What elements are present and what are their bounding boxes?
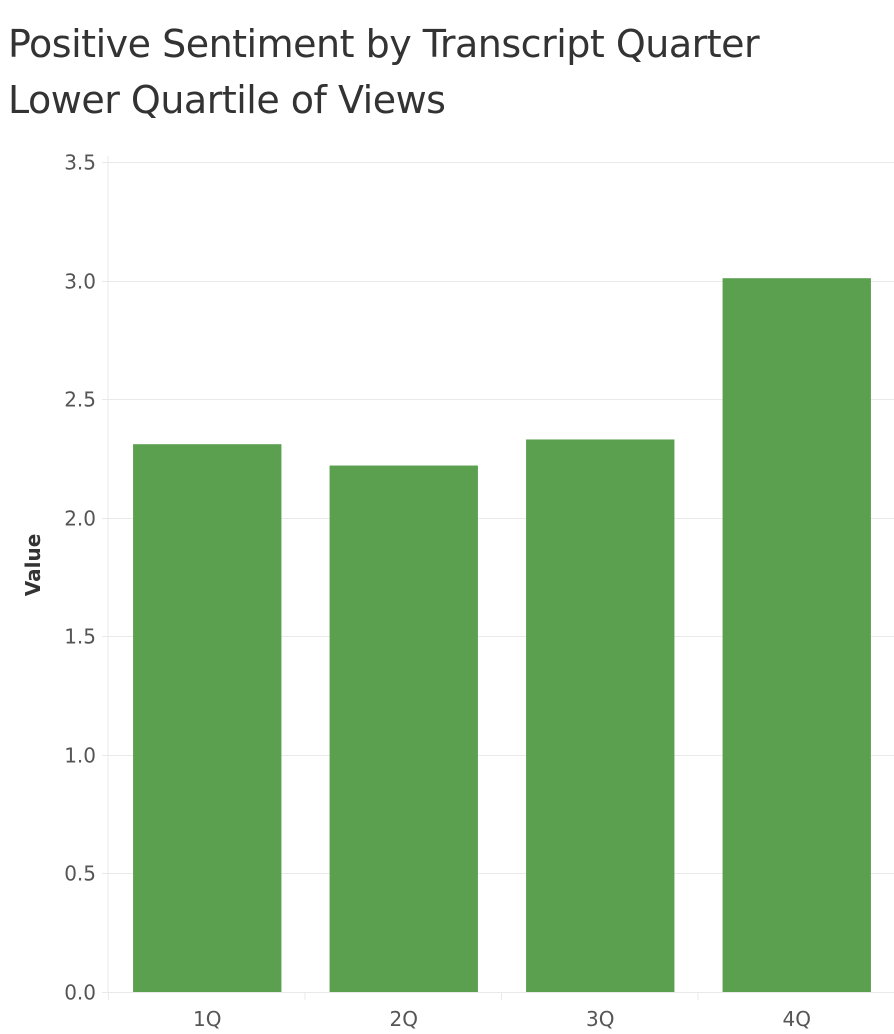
x-tick-label: 1Q bbox=[193, 1007, 221, 1031]
x-tick-label: 4Q bbox=[783, 1007, 811, 1031]
y-tick-label: 3.0 bbox=[64, 270, 96, 294]
chart-title: Positive Sentiment by Transcript Quarter bbox=[8, 22, 760, 66]
x-tick-label: 2Q bbox=[390, 1007, 418, 1031]
y-axis: 0.0 0.5 1.0 1.5 2.0 2.5 3.0 3.5 bbox=[64, 151, 108, 1005]
x-tick-label: 3Q bbox=[586, 1007, 614, 1031]
y-tick-label: 0.5 bbox=[64, 862, 96, 886]
y-tick-label: 2.0 bbox=[64, 507, 96, 531]
bar-1Q bbox=[133, 444, 282, 992]
chart-title-block: Positive Sentiment by Transcript Quarter… bbox=[8, 16, 760, 128]
y-tick-label: 2.5 bbox=[64, 388, 96, 412]
y-tick-label: 3.5 bbox=[64, 151, 96, 175]
bar-4Q bbox=[722, 278, 871, 992]
bar-2Q bbox=[329, 465, 478, 992]
y-axis-title: Value bbox=[21, 534, 45, 597]
y-tick-label: 1.0 bbox=[64, 744, 96, 768]
chart-subtitle: Lower Quartile of Views bbox=[8, 78, 446, 122]
y-tick-label: 0.0 bbox=[64, 981, 96, 1005]
bar-3Q bbox=[526, 439, 675, 992]
bars bbox=[133, 278, 871, 992]
x-axis: 1Q 2Q 3Q 4Q bbox=[108, 992, 894, 1031]
y-tick-label: 1.5 bbox=[64, 625, 96, 649]
